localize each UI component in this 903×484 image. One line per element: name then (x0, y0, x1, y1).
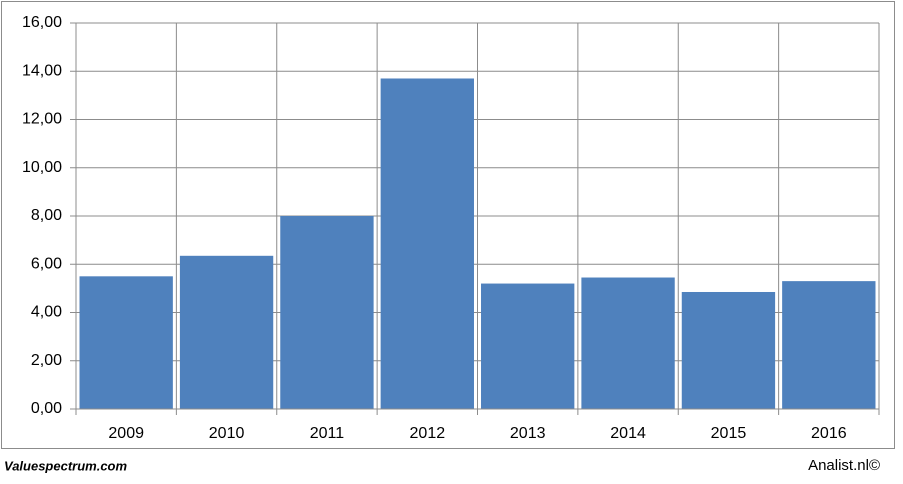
y-tick-label: 6,00 (31, 255, 62, 272)
x-tick-label: 2011 (310, 425, 345, 442)
bar (581, 277, 675, 409)
y-tick-label: 10,00 (22, 159, 62, 176)
bar (380, 78, 474, 410)
y-tick-label: 2,00 (31, 352, 62, 369)
x-tick-label: 2012 (410, 425, 446, 442)
bar (280, 216, 374, 409)
bar (179, 255, 274, 409)
x-tick-label: 2016 (811, 425, 847, 442)
y-tick-label: 14,00 (22, 62, 62, 79)
y-tick-label: 12,00 (22, 111, 62, 128)
x-tick-label: 2010 (209, 425, 245, 442)
y-tick-label: 4,00 (31, 304, 62, 321)
y-tick-label: 8,00 (31, 207, 62, 224)
bar (79, 276, 173, 409)
x-tick-label: 2013 (510, 425, 546, 442)
footer-right: Analist.nl© (808, 457, 880, 474)
x-tick-label: 2014 (610, 425, 646, 442)
y-tick-label: 16,00 (22, 14, 62, 31)
bar (481, 283, 575, 409)
bar (681, 291, 776, 409)
x-tick-label: 2009 (108, 425, 144, 442)
y-tick-label: 0,00 (31, 400, 62, 417)
x-tick-label: 2015 (711, 425, 747, 442)
footer-left: Valuespectrum.com (4, 458, 128, 473)
bar (782, 281, 876, 409)
